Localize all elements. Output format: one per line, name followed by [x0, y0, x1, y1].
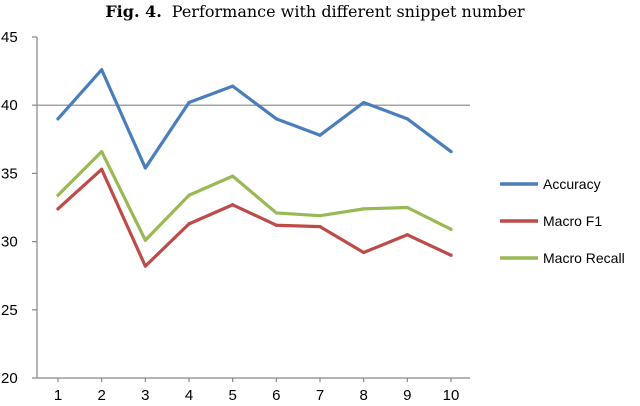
data-point-macro-recall-3	[143, 238, 147, 242]
data-point-macro-recall-1	[56, 193, 60, 197]
series-line-accuracy	[56, 68, 453, 170]
data-point-macro-f1-5	[231, 203, 235, 207]
legend: Accuracy Macro F1 Macro Recall	[500, 176, 625, 266]
legend-label-macro-f1: Macro F1	[543, 213, 602, 229]
data-point-accuracy-8	[362, 100, 366, 105]
x-tick-label-5: 5	[228, 387, 236, 404]
data-point-accuracy-5	[231, 84, 235, 88]
chart-title-prefix: Fig. 4.	[105, 2, 161, 21]
data-point-macro-f1-8	[362, 250, 366, 255]
y-tick-label-20: 20	[1, 370, 18, 387]
x-tick-label-10: 10	[443, 387, 460, 404]
legend-label-macro-recall: Macro Recall	[543, 250, 625, 266]
data-point-macro-recall-4	[187, 193, 191, 197]
x-tick-label-9: 9	[403, 387, 411, 404]
chart-title-text: Performance with different snippet numbe…	[172, 2, 525, 21]
y-tick-label-25: 25	[1, 302, 18, 319]
data-point-macro-recall-6	[274, 211, 278, 215]
data-point-accuracy-2	[100, 68, 104, 72]
data-point-macro-f1-9	[405, 233, 409, 237]
data-point-macro-recall-8	[362, 207, 366, 211]
x-tick-label-6: 6	[272, 387, 280, 404]
x-tick-label-3: 3	[141, 387, 149, 404]
data-point-macro-recall-10	[449, 227, 453, 231]
x-tick-label-7: 7	[316, 387, 324, 404]
y-tick-label-30: 30	[1, 234, 18, 251]
data-point-macro-f1-1	[56, 207, 60, 211]
x-tick-label-1: 1	[54, 387, 62, 404]
series-line-macro-recall	[56, 149, 453, 242]
chart-title: Fig. 4. Performance with different snipp…	[105, 2, 525, 21]
y-tick-label-45: 45	[1, 29, 18, 46]
data-point-accuracy-6	[274, 117, 278, 121]
data-point-accuracy-10	[449, 149, 453, 154]
series-line-macro-f1	[56, 167, 453, 268]
data-point-accuracy-1	[56, 117, 60, 121]
data-point-macro-f1-2	[100, 167, 104, 171]
legend-label-accuracy: Accuracy	[543, 176, 601, 192]
data-point-macro-recall-5	[231, 174, 235, 178]
data-point-accuracy-9	[405, 117, 409, 121]
data-point-accuracy-7	[318, 133, 322, 137]
y-tick-label-35: 35	[1, 165, 18, 182]
x-tick-label-8: 8	[359, 387, 367, 404]
x-tick-label-2: 2	[97, 387, 105, 404]
data-point-macro-recall-7	[318, 214, 322, 218]
data-point-accuracy-4	[187, 100, 191, 105]
data-point-accuracy-3	[143, 166, 147, 170]
data-point-macro-f1-10	[449, 253, 453, 257]
data-point-macro-f1-6	[274, 223, 278, 227]
data-point-macro-f1-4	[187, 222, 191, 226]
data-point-macro-recall-2	[100, 149, 104, 154]
y-tick-label-40: 40	[1, 97, 18, 114]
data-point-macro-f1-3	[143, 264, 147, 268]
data-point-macro-recall-9	[405, 205, 409, 210]
x-tick-label-4: 4	[185, 387, 193, 404]
data-point-macro-f1-7	[318, 224, 322, 229]
